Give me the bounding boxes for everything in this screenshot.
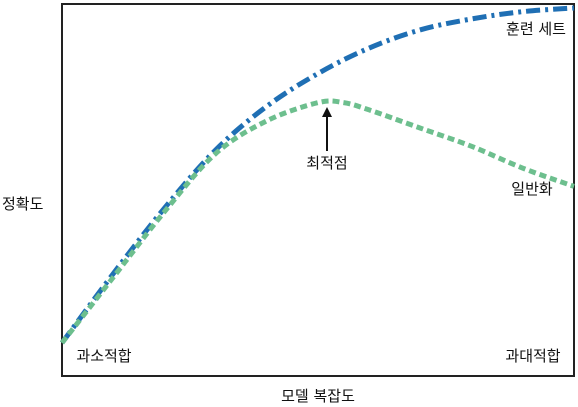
legend-label-training: 훈련 세트 <box>506 20 566 38</box>
overfitting-label: 과대적합 <box>505 347 560 365</box>
x-axis-label: 모델 복잡도 <box>281 387 355 405</box>
legend-label-generalization: 일반화 <box>511 180 553 198</box>
series-layer <box>59 5 575 345</box>
series-line-training <box>59 5 575 345</box>
optimum-label: 최적점 <box>306 154 347 172</box>
plot-frame <box>61 3 575 377</box>
y-axis-label: 정확도 <box>2 195 44 213</box>
series-line-generalization <box>60 98 575 345</box>
underfitting-label: 과소적합 <box>76 347 131 365</box>
